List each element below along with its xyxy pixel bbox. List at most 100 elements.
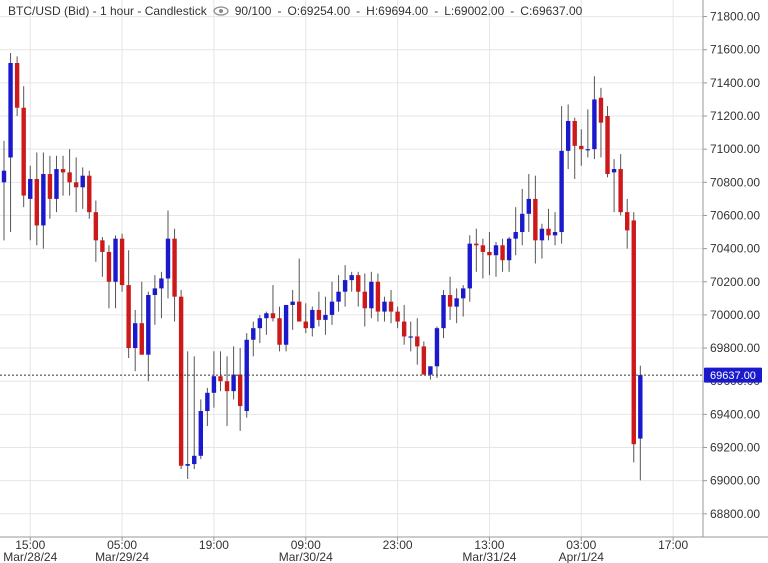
candle-down[interactable]: [237, 348, 243, 431]
candle-down[interactable]: [533, 175, 538, 264]
candle-up[interactable]: [369, 271, 374, 319]
candle-down[interactable]: [579, 129, 584, 166]
candle-down[interactable]: [106, 245, 112, 309]
candle-down[interactable]: [618, 154, 623, 216]
candle-up[interactable]: [264, 311, 269, 335]
candle-down[interactable]: [34, 152, 39, 246]
candle-down[interactable]: [119, 233, 125, 292]
candle-up[interactable]: [461, 285, 466, 317]
candle-down[interactable]: [474, 228, 479, 272]
candle-up[interactable]: [638, 365, 643, 481]
candle-down[interactable]: [546, 208, 551, 241]
candle-up[interactable]: [152, 275, 158, 325]
candle-up[interactable]: [467, 235, 472, 302]
candle-up[interactable]: [454, 288, 459, 324]
candle-up[interactable]: [526, 174, 531, 233]
candle-up[interactable]: [592, 76, 597, 160]
candle-down[interactable]: [47, 155, 53, 219]
candle-up[interactable]: [552, 212, 558, 246]
candle-up[interactable]: [441, 290, 446, 339]
candle-up[interactable]: [310, 306, 315, 337]
candle-up[interactable]: [539, 223, 545, 259]
candle-down[interactable]: [395, 306, 400, 329]
candle-down[interactable]: [388, 290, 394, 324]
candle-up[interactable]: [520, 188, 525, 246]
candle-up[interactable]: [290, 290, 295, 330]
candle-up[interactable]: [513, 207, 518, 256]
candle-up[interactable]: [41, 152, 46, 249]
candle-down[interactable]: [139, 281, 144, 355]
candle-down[interactable]: [172, 228, 177, 322]
candle-down[interactable]: [316, 291, 322, 327]
candle-up[interactable]: [257, 314, 263, 344]
candle-down[interactable]: [631, 212, 636, 463]
candle-down[interactable]: [297, 258, 302, 322]
candle-down[interactable]: [415, 318, 420, 365]
candle-down[interactable]: [421, 341, 427, 375]
candle-down[interactable]: [14, 56, 20, 117]
candle-down[interactable]: [356, 271, 361, 307]
candle-up[interactable]: [493, 241, 499, 277]
candle-down[interactable]: [500, 238, 505, 272]
candle-up[interactable]: [506, 237, 512, 272]
candle-up[interactable]: [283, 304, 289, 352]
candle-down[interactable]: [100, 237, 105, 277]
candle-up[interactable]: [342, 265, 348, 307]
candle-up[interactable]: [211, 351, 217, 408]
candle-up[interactable]: [329, 281, 335, 325]
candle-up[interactable]: [80, 167, 85, 209]
candle-down[interactable]: [218, 351, 223, 392]
candle-up[interactable]: [185, 351, 190, 479]
candle-up[interactable]: [54, 155, 59, 213]
candle-down[interactable]: [270, 285, 276, 322]
candle-up[interactable]: [8, 53, 13, 233]
candle-up[interactable]: [159, 271, 164, 319]
candle-down[interactable]: [401, 304, 407, 345]
candle-down[interactable]: [487, 232, 492, 276]
candle-down[interactable]: [93, 200, 99, 262]
candle-down[interactable]: [224, 356, 230, 426]
candle-down[interactable]: [375, 273, 381, 322]
candle-up[interactable]: [408, 321, 413, 352]
candle-up[interactable]: [133, 309, 138, 372]
candle-down[interactable]: [67, 149, 72, 196]
candle-down[interactable]: [178, 290, 184, 470]
candle-up[interactable]: [244, 333, 249, 418]
candle-up[interactable]: [559, 106, 564, 244]
candle-up[interactable]: [611, 159, 617, 213]
candle-up[interactable]: [336, 275, 341, 312]
candle-up[interactable]: [192, 356, 197, 470]
candle-up[interactable]: [428, 366, 433, 380]
candle-up[interactable]: [1, 140, 7, 241]
candle-down[interactable]: [625, 198, 630, 249]
candle-up[interactable]: [198, 399, 203, 460]
candle-down[interactable]: [480, 238, 486, 279]
candle-down[interactable]: [60, 155, 66, 196]
candle-up[interactable]: [165, 210, 171, 299]
candle-down[interactable]: [126, 250, 131, 358]
candle-up[interactable]: [349, 271, 354, 292]
candle-up[interactable]: [28, 165, 33, 241]
candle-up[interactable]: [146, 291, 151, 382]
candle-down[interactable]: [73, 157, 79, 213]
candle-down[interactable]: [362, 273, 367, 327]
candle-up[interactable]: [434, 326, 440, 378]
candle-down[interactable]: [598, 87, 604, 158]
candle-up[interactable]: [205, 387, 210, 426]
candle-up[interactable]: [382, 296, 387, 322]
eye-icon[interactable]: [213, 6, 229, 16]
candle-down[interactable]: [277, 306, 282, 352]
candle-up[interactable]: [251, 321, 256, 357]
candle-up[interactable]: [231, 346, 236, 400]
candle-down[interactable]: [303, 303, 308, 334]
candle-down[interactable]: [21, 86, 26, 208]
candle-up[interactable]: [113, 235, 118, 309]
candle-up[interactable]: [585, 109, 591, 158]
candle-down[interactable]: [87, 170, 92, 219]
candle-up[interactable]: [323, 296, 328, 335]
candle-down[interactable]: [605, 106, 610, 178]
candle-up[interactable]: [565, 104, 571, 170]
candle-down[interactable]: [447, 276, 453, 320]
